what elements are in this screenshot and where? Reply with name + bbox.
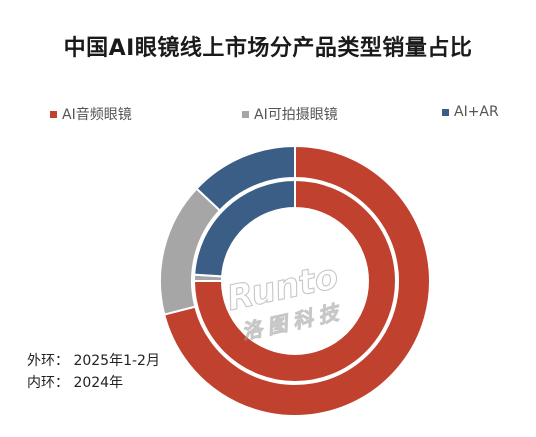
inner-ring-slice-ai-ar: [193, 178, 296, 278]
legend-item-ai-ar: AI+AR: [442, 104, 499, 120]
inner-ring-slice-audio-glasses: [192, 178, 397, 383]
legend-swatch-camera-glasses: [242, 110, 249, 118]
legend-label-audio-glasses: AI音频眼镜: [62, 107, 132, 123]
legend-item-camera-glasses: AI可拍摄眼镜: [242, 104, 338, 124]
chart-title: 中国AI眼镜线上市场分产品类型销量占比: [63, 36, 473, 61]
legend-item-audio-glasses: AI音频眼镜: [50, 104, 132, 124]
donut-slices: [159, 144, 431, 417]
chart-legend: AI音频眼镜 AI可拍摄眼镜 AI+AR: [0, 104, 536, 124]
legend-swatch-ai-ar: [442, 108, 449, 116]
outer-ring-note: 外环： 2025年1-2月: [27, 353, 160, 369]
outer-ring-slice-ai-ar: [195, 144, 296, 212]
legend-label-camera-glasses: AI可拍摄眼镜: [254, 107, 338, 123]
outer-ring-slice-audio-glasses: [163, 144, 431, 417]
legend-swatch-audio-glasses: [50, 110, 57, 118]
legend-label-ai-ar: AI+AR: [454, 104, 499, 120]
inner-ring-note: 内环： 2024年: [27, 375, 124, 391]
watermark-logo: Runto 洛图科技: [223, 256, 347, 345]
